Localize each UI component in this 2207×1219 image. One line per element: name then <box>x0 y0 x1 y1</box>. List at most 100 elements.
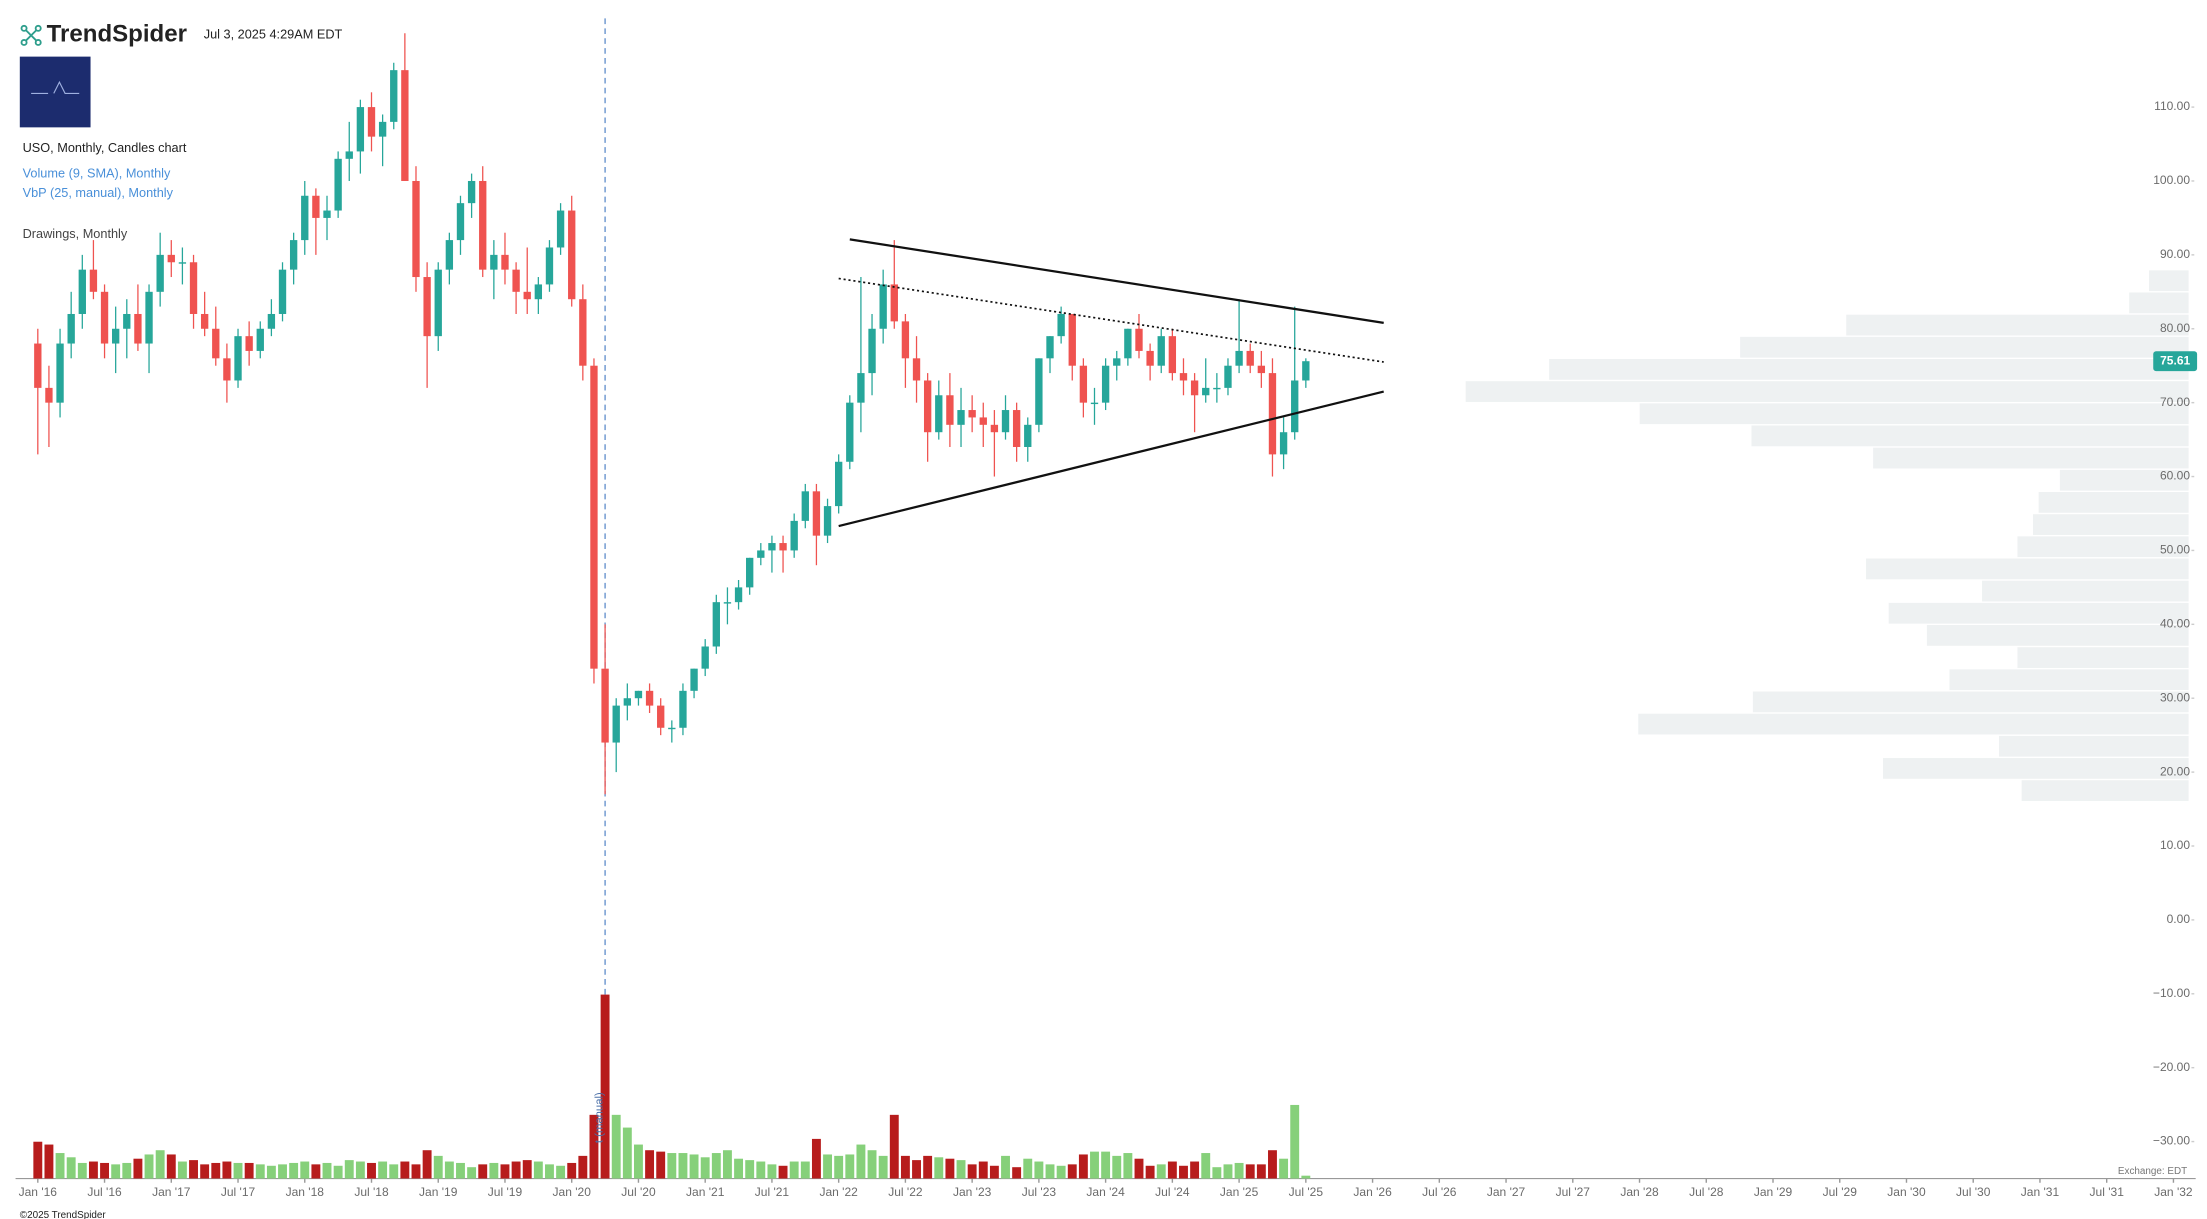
candle-body <box>812 491 821 536</box>
candle-body <box>1213 387 1221 390</box>
volume-bar <box>578 1155 588 1179</box>
candle-body <box>67 313 75 344</box>
candle-body <box>623 698 632 706</box>
candle-body <box>1146 350 1154 366</box>
vbp-bar <box>1888 602 2189 624</box>
volume-bar <box>489 1162 499 1179</box>
x-tick-label: Jan '25 <box>1220 1185 1259 1199</box>
volume-bar <box>1156 1164 1166 1179</box>
volume-bar <box>1179 1165 1188 1179</box>
volume-bar <box>1034 1161 1044 1179</box>
y-tick-label: 90.00 <box>2160 247 2190 261</box>
volume-bar <box>100 1162 109 1179</box>
volume-bar <box>1190 1161 1200 1179</box>
volume-bar <box>878 1155 888 1179</box>
x-tick-label: Jul '31 <box>2090 1185 2125 1199</box>
chart-title: USO, Monthly, Candles chart <box>23 140 187 155</box>
candle-body <box>634 690 643 699</box>
candle-body <box>668 727 676 730</box>
volume-bar <box>355 1161 365 1179</box>
candle-body <box>100 291 109 344</box>
x-tick-label: Jul '24 <box>1155 1185 1190 1199</box>
candle-body <box>45 387 53 403</box>
candle-body <box>423 277 431 337</box>
vbp-bar <box>1926 625 2189 646</box>
x-tick-label: Jan '16 <box>19 1185 58 1199</box>
candle-body <box>1068 313 1076 366</box>
volume-bar <box>722 1150 732 1179</box>
x-tick-label: Jan '19 <box>419 1185 458 1199</box>
volume-bar <box>333 1165 343 1179</box>
y-tick-label: 10.00 <box>2160 838 2190 852</box>
vbp-bar <box>1740 336 2189 358</box>
volume-bar <box>834 1155 844 1179</box>
x-tick-label: Jan '32 <box>2154 1185 2193 1199</box>
candle-body <box>1124 328 1132 359</box>
vbp-bar <box>1999 735 2189 757</box>
volume-bar <box>1012 1167 1022 1179</box>
trend-line <box>838 390 1384 528</box>
volume-bar <box>444 1161 454 1179</box>
candle-body <box>445 240 454 270</box>
candle-body <box>1001 410 1010 433</box>
vbp-bar <box>1465 381 2189 402</box>
volume-bar <box>289 1162 299 1179</box>
candle-body <box>834 461 843 507</box>
volume-bar <box>1167 1161 1177 1179</box>
candle-body <box>479 180 487 270</box>
symbol-logo-art <box>31 80 80 94</box>
volume-bar <box>533 1161 543 1179</box>
candle-body <box>923 380 932 433</box>
volume-bar <box>456 1162 465 1179</box>
candle-body <box>868 328 876 374</box>
volume-bar <box>1223 1164 1233 1179</box>
candle-body <box>212 328 220 359</box>
candle-body <box>1135 328 1143 351</box>
volume-bar <box>1301 1175 1311 1179</box>
candle-body <box>323 210 331 218</box>
candle-body <box>289 240 298 270</box>
volume-bar <box>1067 1164 1077 1179</box>
candle-body <box>935 395 943 433</box>
x-tick-label: Jul '21 <box>755 1185 790 1199</box>
candle-body <box>1057 313 1065 337</box>
volume-bar <box>989 1165 999 1179</box>
candle-body <box>345 151 353 159</box>
candle-body <box>156 254 164 292</box>
volume-bar <box>433 1155 443 1179</box>
candle-body <box>534 284 543 300</box>
candle-body <box>523 291 531 300</box>
candle-body <box>1246 350 1254 366</box>
candle-body <box>223 358 231 381</box>
x-tick-label: Jan '20 <box>553 1185 592 1199</box>
vbp-bar <box>1752 691 2189 713</box>
volume-bar <box>122 1162 132 1179</box>
volume-bar <box>177 1161 187 1179</box>
candle-body <box>968 410 976 418</box>
volume-bar <box>389 1164 399 1179</box>
x-tick-label: Jul '30 <box>1956 1185 1991 1199</box>
candle-body <box>1291 380 1299 433</box>
candle-body <box>456 203 465 241</box>
volume-bar <box>1134 1158 1144 1179</box>
y-tick-label: 50.00 <box>2160 543 2190 557</box>
candle-body <box>1268 373 1277 455</box>
candle-body <box>356 107 365 152</box>
volume-bar <box>400 1161 410 1179</box>
y-tick-label: −20.00 <box>2153 1060 2190 1074</box>
volume-bar <box>1234 1162 1244 1179</box>
candle-body <box>312 195 320 218</box>
volume-bar <box>66 1157 76 1179</box>
volume-legend: Volume (9, SMA), Monthly <box>23 165 171 180</box>
candle-body <box>801 491 809 521</box>
volume-bar <box>411 1164 421 1179</box>
candle-body <box>723 602 732 604</box>
x-tick-label: Jan '29 <box>1754 1185 1793 1199</box>
volume-bar <box>923 1155 933 1179</box>
volume-bar <box>1279 1158 1289 1179</box>
x-tick-label: Jan '26 <box>1353 1185 1392 1199</box>
candle-body <box>556 210 565 248</box>
volume-bar <box>222 1161 232 1179</box>
